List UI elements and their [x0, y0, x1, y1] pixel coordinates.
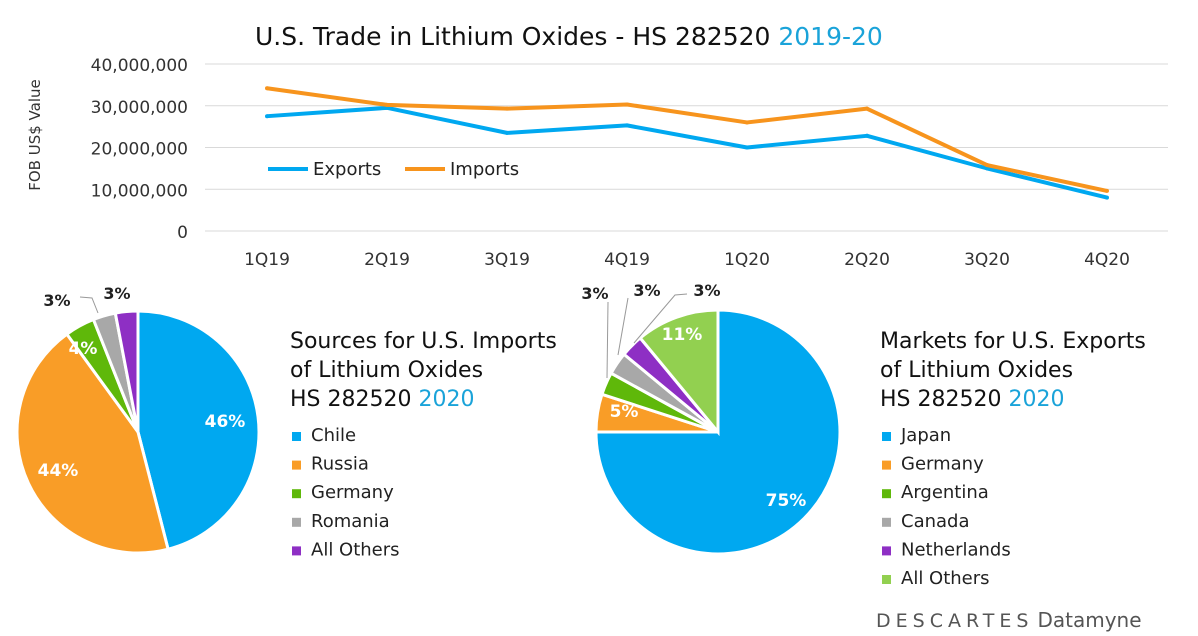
legend-label: Germany: [311, 482, 394, 503]
x-tick-label: 3Q19: [484, 250, 530, 270]
legend-label: Japan: [900, 425, 951, 446]
legend-swatch: [882, 489, 891, 499]
logo-brand: DESCARTES: [876, 610, 1034, 632]
data-point: [385, 102, 389, 107]
pie-data-label: 3%: [43, 291, 70, 310]
data-point: [505, 106, 509, 111]
y-tick-label: 40,000,000: [91, 56, 188, 76]
pie-data-label: 75%: [766, 491, 807, 511]
legend-swatch: [882, 460, 891, 470]
legend-label: All Others: [311, 539, 400, 560]
legend-swatch: [292, 517, 301, 527]
pie-data-label: 11%: [662, 325, 703, 345]
leader-line: [79, 296, 99, 314]
series-line-imports: [266, 86, 1108, 193]
y-axis-label: FOB US$ Value: [26, 79, 44, 191]
pie-title: of Lithium Oxides: [880, 358, 1073, 383]
pie-data-label: 44%: [38, 461, 79, 481]
legend-label: Exports: [313, 159, 381, 180]
x-tick-label: 1Q20: [724, 250, 770, 270]
y-tick-label: 10,000,000: [91, 181, 188, 201]
pie-data-label: 46%: [205, 412, 246, 432]
legend-label: All Others: [901, 568, 990, 589]
data-point: [1105, 188, 1109, 193]
leader-line: [633, 293, 688, 344]
descartes-datamyne-logo: DESCARTES Datamyne: [876, 608, 1142, 632]
legend-swatch: [292, 460, 301, 470]
pie-slice-russia: [15, 332, 170, 555]
pie-data-label: 3%: [581, 284, 608, 303]
pie-data-label: 3%: [693, 281, 720, 300]
pie-title: HS 282520 2020: [290, 387, 474, 412]
pie-slice-all-others: [113, 309, 140, 433]
data-point: [745, 120, 749, 125]
y-tick-label: 30,000,000: [91, 98, 188, 118]
pie-slice-all-others: [638, 308, 720, 437]
pie-title: Markets for U.S. Exports: [880, 329, 1146, 354]
pie-title: HS 282520 2020: [880, 387, 1064, 412]
legend-label: Germany: [901, 454, 984, 475]
x-tick-label: 4Q19: [604, 250, 650, 270]
pie-data-label: 4%: [69, 339, 98, 359]
pie-data-label: 3%: [103, 284, 130, 303]
legend-label: Russia: [311, 454, 369, 475]
y-tick-label: 20,000,000: [91, 140, 188, 160]
legend-swatch: [882, 575, 891, 584]
pie-data-label: 3%: [633, 281, 660, 300]
data-point: [985, 163, 989, 168]
data-point: [265, 114, 269, 119]
legend-swatch: [292, 432, 301, 441]
data-point: [985, 166, 989, 171]
legend-label: Chile: [311, 425, 356, 446]
x-tick-label: 2Q20: [844, 250, 890, 270]
logo-product: Datamyne: [1037, 608, 1142, 632]
data-point: [1105, 195, 1109, 200]
legend-label: Argentina: [901, 482, 989, 503]
series-line-exports: [266, 105, 1108, 200]
legend-swatch: [882, 432, 891, 441]
x-tick-label: 3Q20: [964, 250, 1010, 270]
legend-label: Imports: [450, 159, 519, 180]
data-point: [745, 145, 749, 150]
legend-label: Canada: [901, 511, 970, 532]
pie-slice-chile: [136, 309, 261, 552]
pie-title: Sources for U.S. Imports: [290, 329, 557, 354]
data-point: [865, 106, 869, 111]
data-point: [625, 102, 629, 107]
data-point: [265, 86, 269, 91]
x-tick-label: 4Q20: [1084, 250, 1130, 270]
y-tick-label: 0: [177, 223, 188, 243]
chart-title: U.S. Trade in Lithium Oxides - HS 282520…: [255, 22, 883, 51]
pie-data-label: 5%: [610, 402, 639, 422]
pie-title: of Lithium Oxides: [290, 358, 483, 383]
x-tick-label: 1Q19: [244, 250, 290, 270]
data-point: [865, 133, 869, 138]
legend-swatch: [882, 546, 891, 556]
leader-line: [606, 301, 609, 379]
leader-line: [617, 297, 629, 356]
legend-swatch: [292, 546, 301, 556]
x-tick-label: 2Q19: [364, 250, 410, 270]
legend-label: Netherlands: [901, 539, 1011, 560]
legend-label: Romania: [311, 511, 390, 532]
data-point: [505, 130, 509, 135]
data-point: [625, 123, 629, 128]
legend-swatch: [882, 517, 891, 527]
legend-swatch: [292, 489, 301, 499]
